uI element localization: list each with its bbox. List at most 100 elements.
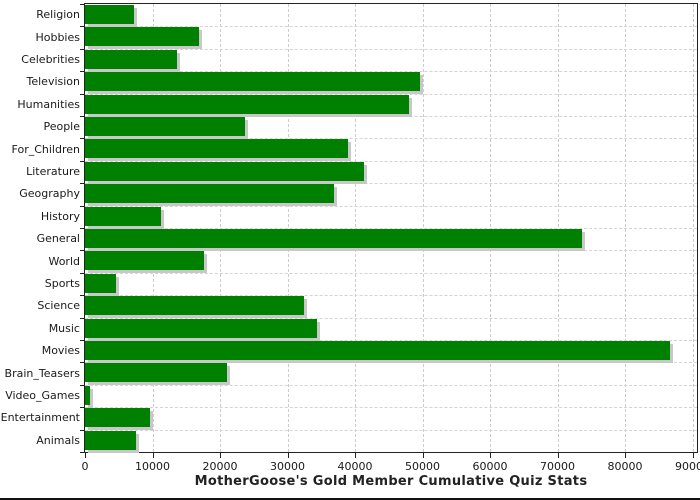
y-tick — [80, 138, 85, 140]
row-gridline — [85, 407, 697, 409]
bar-general — [85, 229, 582, 248]
bar-world — [85, 251, 204, 271]
y-tick — [80, 205, 85, 207]
row-gridline — [85, 384, 697, 386]
x-tick — [152, 453, 154, 458]
y-axis-label: World — [48, 254, 80, 268]
y-axis-label: Celebrities — [21, 53, 80, 66]
x-tick — [422, 453, 424, 458]
row-gridline — [85, 26, 697, 28]
row-gridline — [85, 362, 697, 364]
y-axis-label: Animals — [36, 433, 80, 447]
row-gridline — [85, 250, 697, 252]
y-axis-label: Geography — [19, 187, 80, 201]
y-tick — [80, 93, 85, 95]
x-tick-label: 40000 — [337, 460, 373, 473]
bar-people — [85, 117, 245, 136]
y-axis-label: Literature — [26, 165, 80, 178]
y-axis-label: Music — [48, 321, 80, 335]
row-gridline — [85, 295, 697, 297]
bar-music — [85, 318, 318, 338]
bar-video_games — [85, 385, 90, 405]
bar-science — [85, 296, 305, 316]
y-tick — [80, 295, 85, 297]
y-axis-label: Brain_Teasers — [4, 366, 80, 380]
y-axis-label: For_Children — [11, 142, 80, 156]
x-tick-label: 80000 — [607, 460, 643, 473]
row-gridline — [85, 228, 697, 229]
y-tick — [80, 384, 85, 386]
y-axis-label: Humanities — [17, 97, 80, 111]
bar-religion — [85, 5, 135, 24]
row-gridline — [85, 205, 697, 207]
y-axis-label: Religion — [36, 8, 80, 22]
x-tick — [490, 453, 491, 458]
x-tick-label: 70000 — [540, 460, 575, 473]
row-gridline — [85, 116, 697, 117]
x-tick-label: 50000 — [405, 460, 440, 473]
row-gridline — [85, 317, 697, 319]
row-gridline — [85, 429, 697, 431]
y-tick — [80, 4, 85, 5]
y-tick — [80, 452, 85, 453]
row-gridline — [85, 160, 697, 162]
row-gridline — [85, 340, 697, 341]
x-tick-label: 30000 — [270, 460, 305, 473]
y-tick — [80, 272, 85, 274]
y-tick — [80, 116, 85, 117]
x-tick-label: 10000 — [135, 460, 170, 473]
row-gridline — [85, 138, 697, 140]
row-gridline — [85, 93, 697, 95]
bar-celebrities — [85, 49, 178, 69]
bar-humanities — [85, 94, 409, 114]
y-axis-label: History — [40, 209, 80, 223]
x-tick-label: 0 — [81, 460, 89, 473]
y-tick — [80, 250, 85, 252]
y-tick — [80, 71, 85, 73]
bar-history — [85, 206, 162, 226]
y-axis-label: Movies — [41, 344, 80, 358]
bar-entertainment — [85, 408, 150, 428]
x-tick — [287, 453, 289, 458]
y-axis-label: Science — [37, 299, 80, 313]
bar-geography — [85, 184, 335, 204]
y-axis-label: Entertainment — [0, 411, 80, 425]
bar-hobbies — [85, 27, 200, 47]
row-gridline — [85, 48, 697, 50]
x-tick-label: 60000 — [472, 460, 508, 473]
x-tick — [85, 453, 86, 458]
row-gridline — [85, 272, 697, 274]
bar-for_children — [85, 139, 348, 159]
bar-sports — [85, 273, 117, 293]
x-tick — [692, 453, 694, 458]
x-tick-label: 90000 — [675, 460, 700, 473]
y-tick — [80, 48, 85, 50]
y-tick — [80, 160, 85, 162]
bar-animals — [85, 430, 137, 450]
y-axis-label: Sports — [44, 277, 80, 290]
y-tick — [80, 183, 85, 185]
y-tick — [80, 407, 85, 409]
y-axis-label: General — [36, 232, 80, 246]
plot-area — [84, 3, 698, 453]
bar-literature — [85, 161, 365, 181]
y-axis-label: People — [43, 120, 80, 134]
y-axis-label: Video_Games — [5, 389, 80, 402]
y-tick — [80, 228, 85, 229]
chart-title: MotherGoose's Gold Member Cumulative Qui… — [194, 474, 588, 489]
bar-movies — [85, 341, 670, 360]
x-tick-label: 20000 — [202, 460, 238, 473]
x-tick — [557, 453, 559, 458]
row-gridline — [85, 71, 697, 73]
bar-brain_teasers — [85, 363, 227, 383]
y-tick — [80, 317, 85, 319]
y-tick — [80, 362, 85, 364]
row-gridline — [85, 183, 697, 185]
bar-television — [85, 72, 421, 92]
y-axis-label: Hobbies — [35, 30, 80, 44]
y-tick — [80, 26, 85, 28]
y-axis-label: Television — [26, 75, 81, 89]
x-tick — [355, 453, 356, 458]
x-tick — [625, 453, 626, 458]
